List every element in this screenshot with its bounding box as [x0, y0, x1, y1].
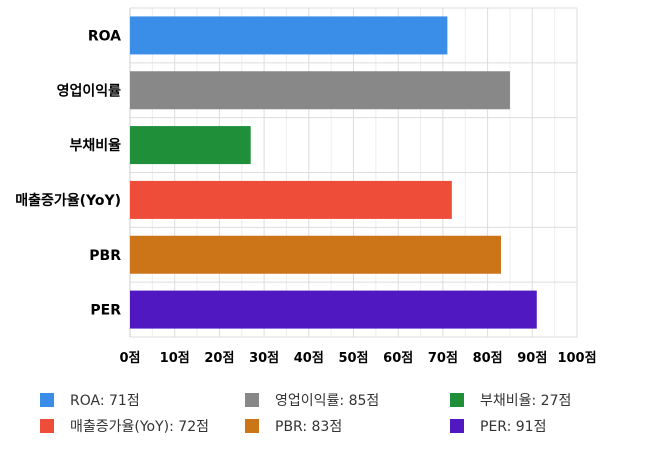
bar — [130, 71, 510, 110]
legend-item[interactable]: 부채비율: 27점 — [450, 390, 571, 410]
legend-swatch — [450, 393, 464, 407]
bar — [130, 290, 537, 329]
bars — [130, 16, 537, 329]
legend-swatch — [450, 419, 464, 433]
bar — [130, 235, 502, 274]
bar — [130, 16, 448, 55]
x-tick-labels: 0점 10점 20점 30점 40점 50점 60점 70점 80점 90점 100점 — [119, 351, 596, 366]
legend-swatch — [245, 393, 259, 407]
bar — [130, 126, 251, 165]
x-tick-label: 100점 — [557, 351, 596, 366]
legend-swatch — [245, 419, 259, 433]
legend-item[interactable]: ROA: 71점 — [40, 390, 140, 410]
legend-item[interactable]: 매출증가율(YoY): 72점 — [40, 416, 209, 436]
category-label: PER — [90, 303, 121, 319]
x-tick-label: 90점 — [517, 351, 547, 366]
legend-label: 매출증가율(YoY): 72점 — [70, 419, 209, 435]
x-tick-label: 0점 — [119, 351, 140, 366]
legend-item[interactable]: PBR: 83점 — [245, 416, 342, 436]
x-tick-label: 50점 — [338, 351, 368, 366]
legend-item[interactable]: 영업이익률: 85점 — [245, 390, 379, 410]
legend-label: ROA: 71점 — [70, 393, 140, 409]
legend-swatch — [40, 419, 54, 433]
x-tick-label: 80점 — [473, 351, 503, 366]
x-tick-label: 60점 — [383, 351, 413, 366]
legend-item[interactable]: PER: 91점 — [450, 416, 546, 436]
category-label: 매출증가율(YoY) — [15, 192, 121, 209]
category-label: 영업이익률 — [57, 82, 122, 99]
x-tick-label: 70점 — [428, 351, 458, 366]
legend-swatch — [40, 393, 54, 407]
legend-label: 부채비율: 27점 — [480, 393, 572, 409]
category-label: PBR — [89, 248, 121, 264]
x-tick-label: 20점 — [204, 351, 234, 366]
legend-label: PER: 91점 — [480, 419, 547, 435]
category-label: 부채비율 — [69, 137, 121, 154]
legend-label: 영업이익률: 85점 — [275, 393, 380, 409]
category-label: ROA — [88, 28, 121, 44]
x-tick-label: 10점 — [160, 351, 190, 366]
x-tick-label: 40점 — [294, 351, 324, 366]
x-tick-label: 30점 — [249, 351, 279, 366]
legend-label: PBR: 83점 — [275, 419, 343, 435]
grid-lines — [129, 7, 578, 338]
bar — [130, 180, 452, 219]
